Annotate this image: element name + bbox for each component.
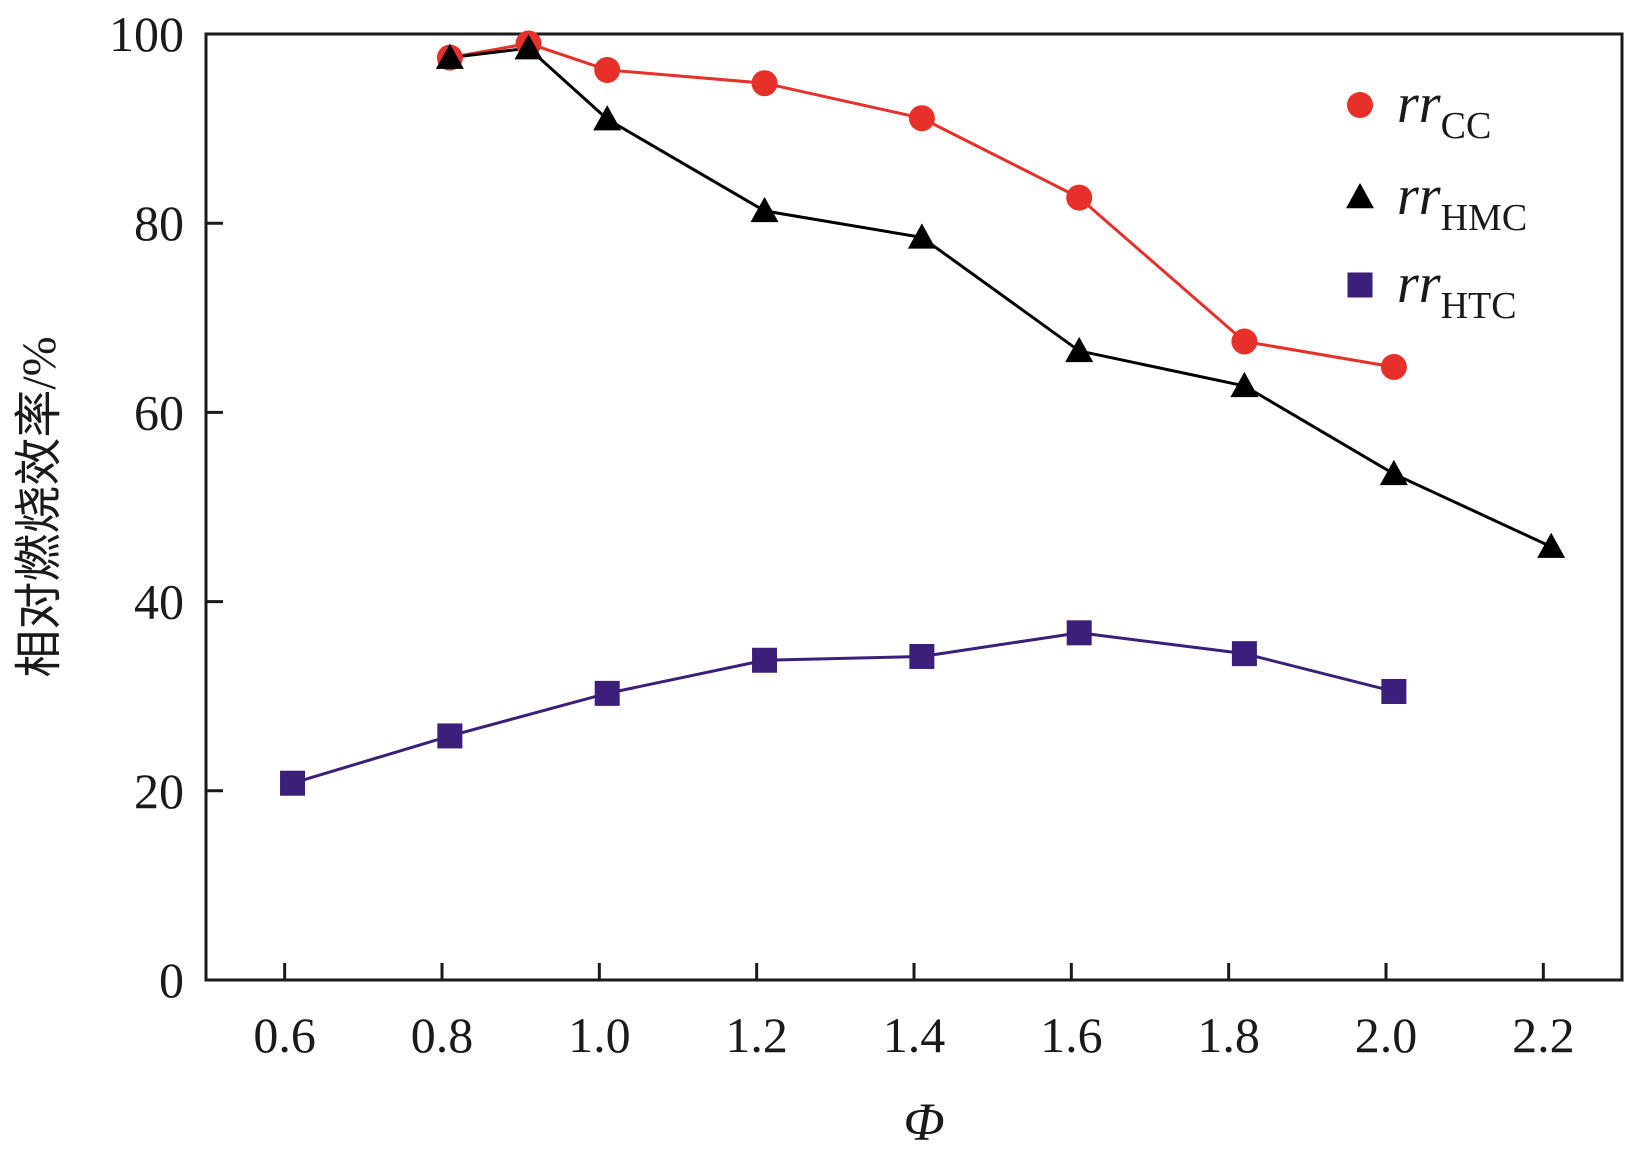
data-point-rr_HTC xyxy=(909,643,935,669)
data-point-rr_HMC xyxy=(1065,336,1094,363)
y-tick-label: 40 xyxy=(134,574,184,630)
data-point-rr_HTC xyxy=(1231,641,1257,667)
y-tick-label: 80 xyxy=(134,195,184,251)
data-point-rr_CC xyxy=(1380,353,1407,380)
x-tick-label: 0.6 xyxy=(253,1007,316,1063)
data-point-rr_HMC xyxy=(1379,459,1408,486)
x-tick-label: 1.8 xyxy=(1197,1007,1260,1063)
data-point-rr_HTC xyxy=(1381,678,1407,704)
x-tick-label: 2.2 xyxy=(1512,1007,1575,1063)
x-tick-label: 1.4 xyxy=(883,1007,946,1063)
x-tick-label: 2.0 xyxy=(1355,1007,1418,1063)
data-point-rr_HMC xyxy=(907,223,936,249)
series-line-rr_CC xyxy=(449,41,1395,369)
x-tick-label: 1.6 xyxy=(1040,1007,1103,1063)
legend-label-rr_CC: rrCC xyxy=(1397,73,1491,147)
x-tick-label: 0.8 xyxy=(411,1007,474,1063)
data-point-rr_CC xyxy=(594,56,621,83)
legend-marker-rr_HMC xyxy=(1346,183,1374,209)
legend-label-rr_HMC: rrHMC xyxy=(1397,165,1527,239)
data-point-rr_CC xyxy=(751,70,778,97)
y-tick-label: 100 xyxy=(109,6,184,62)
data-point-rr_HMC xyxy=(1230,371,1259,398)
data-point-rr_HTC xyxy=(1066,620,1092,646)
data-point-rr_CC xyxy=(1231,328,1258,355)
legend-label-rr_HTC: rrHTC xyxy=(1397,253,1517,327)
y-tick-label: 0 xyxy=(159,952,184,1008)
data-point-rr_HTC xyxy=(280,770,306,796)
data-point-rr_HMC xyxy=(514,34,543,60)
data-point-rr_CC xyxy=(1066,184,1093,211)
y-tick-label: 20 xyxy=(134,763,184,819)
x-axis-title: Φ xyxy=(903,1092,944,1152)
series-line-rr_HTC xyxy=(292,631,1395,785)
data-point-rr_HTC xyxy=(437,723,463,749)
y-tick-label: 60 xyxy=(134,384,184,440)
x-tick-label: 1.0 xyxy=(568,1007,631,1063)
data-point-rr_HMC xyxy=(593,105,622,131)
data-point-rr_HTC xyxy=(752,647,778,673)
y-axis-title: 相对燃烧效率/% xyxy=(13,336,66,677)
data-point-rr_HMC xyxy=(435,43,464,69)
data-point-rr_HMC xyxy=(1537,532,1566,558)
legend-marker-rr_CC xyxy=(1347,92,1373,118)
data-point-rr_HMC xyxy=(750,196,779,223)
data-point-rr_CC xyxy=(908,105,935,132)
legend-marker-rr_HTC xyxy=(1347,272,1373,298)
x-tick-label: 1.2 xyxy=(725,1007,788,1063)
data-point-rr_HTC xyxy=(594,680,620,706)
